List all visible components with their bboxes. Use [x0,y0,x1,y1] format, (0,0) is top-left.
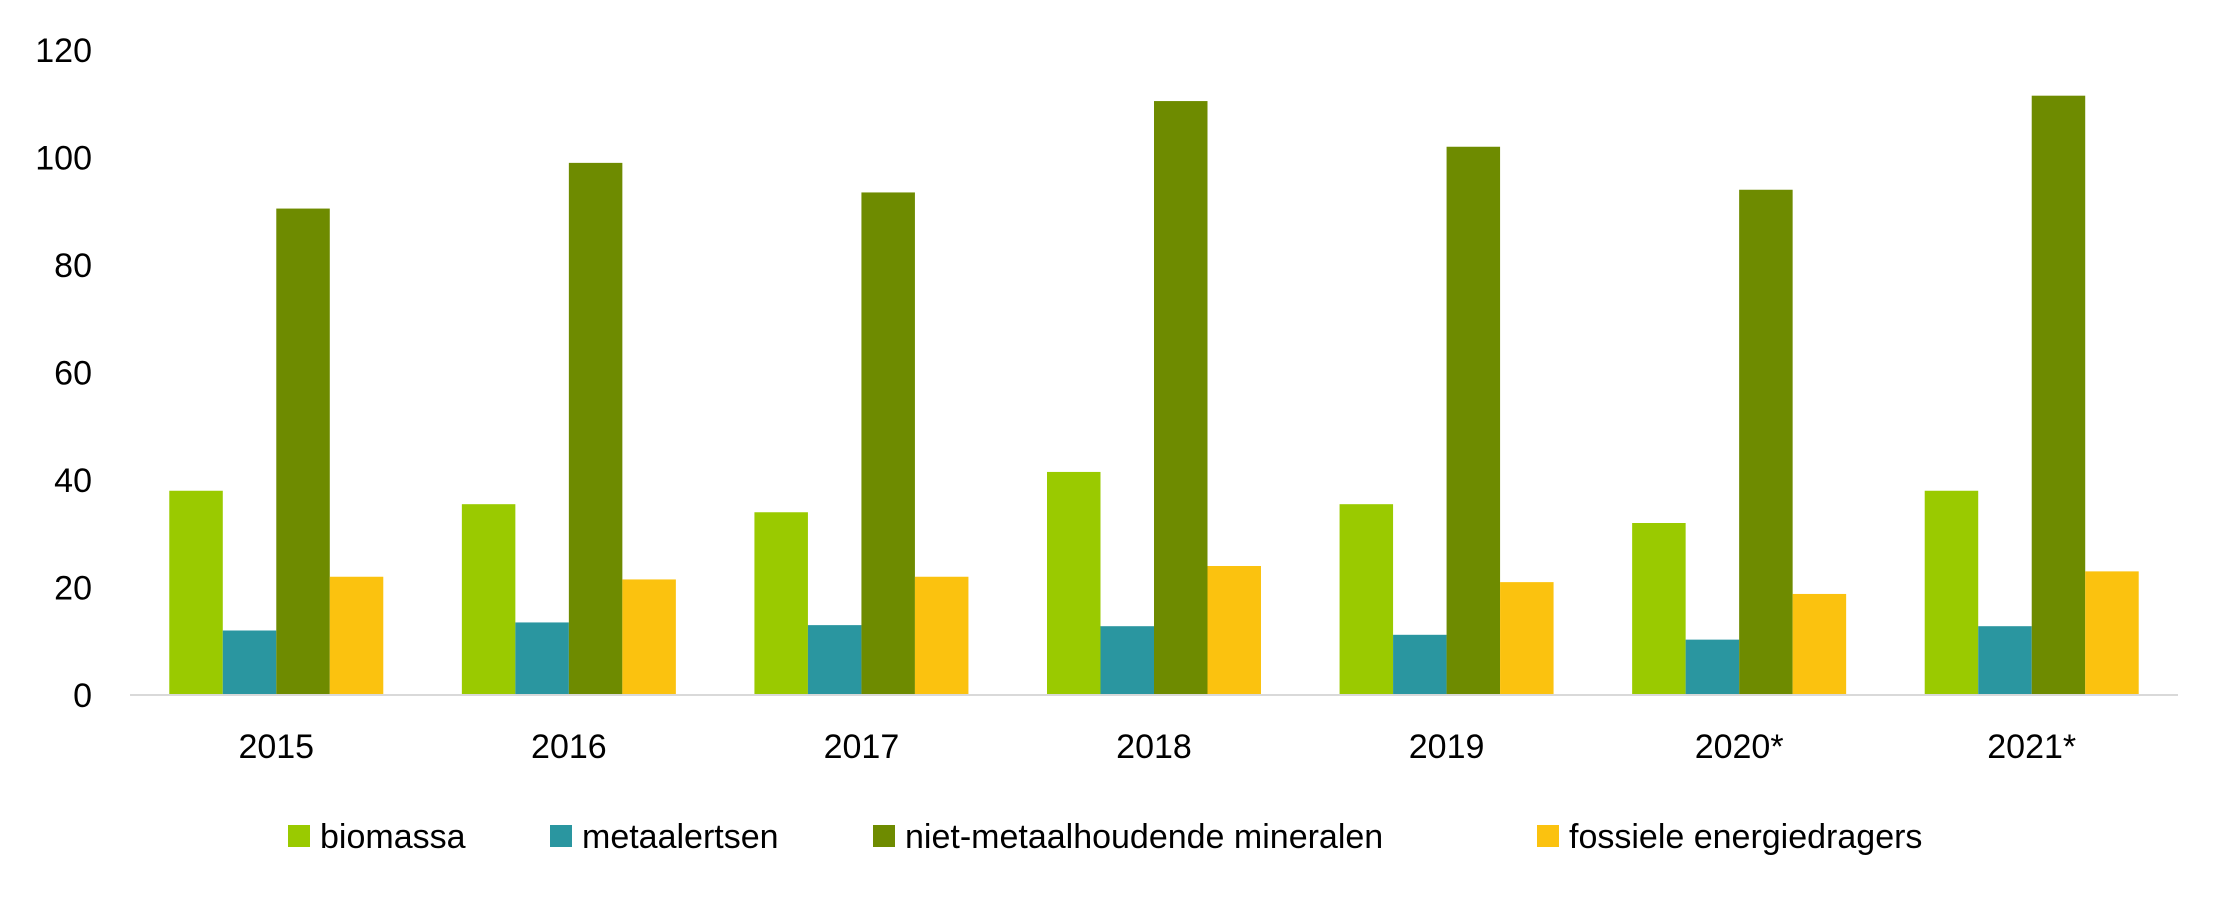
bar-fossiele-energiedragers-2016 [622,579,676,695]
bar-biomassa-2020 [1632,523,1686,695]
legend-label: fossiele energiedragers [1569,818,1922,856]
bar-metaalertsen-2018 [1100,626,1154,695]
y-axis-ticks: 0 20 40 60 80 100 120 [35,32,92,715]
bar-niet-metaalhoudende-mineralen-2017 [861,192,915,695]
bar-niet-metaalhoudende-mineralen-2016 [568,162,623,695]
legend-swatch [1537,825,1559,847]
x-tick-label: 2019 [1409,728,1485,766]
legend-label: metaalertsen [582,818,779,856]
bar-metaalertsen-2015 [222,630,277,695]
y-tick-label: 100 [35,140,92,178]
bar-niet-metaalhoudende-mineralen-2019 [1446,146,1501,695]
y-tick-label: 20 [54,570,92,608]
bar-niet-metaalhoudende-mineralen-2020 [1739,189,1793,695]
bar-biomassa-2016 [461,504,516,695]
legend-swatch [550,825,572,847]
legend-swatch [288,825,310,847]
bar-fossiele-energiedragers-2020 [1792,593,1847,695]
x-tick-label: 2016 [531,728,607,766]
x-tick-label: 2018 [1116,728,1192,766]
legend: biomassa metaalertsen niet-metaalhoudende … [288,818,1922,856]
y-tick-label: 0 [73,677,92,715]
y-tick-label: 40 [54,462,92,500]
x-tick-label: 2015 [238,728,314,766]
y-tick-label: 120 [35,32,92,70]
bar-metaalertsen-2017 [807,625,862,695]
bar-biomassa-2018 [1047,471,1101,695]
bar-fossiele-energiedragers-2019 [1500,582,1554,695]
x-tick-label: 2021* [1987,728,2076,766]
bar-metaalertsen-2016 [515,622,569,695]
bar-fossiele-energiedragers-2015 [329,576,384,695]
legend-label: niet-metaalhoudende mineralen [905,818,1383,856]
bar-niet-metaalhoudende-mineralen-2021 [2031,95,2086,695]
x-tick-label: 2017 [824,728,900,766]
legend-label: biomassa [320,818,466,856]
bar-niet-metaalhoudende-mineralen-2018 [1154,101,1208,695]
bars [169,95,2139,695]
bar-fossiele-energiedragers-2018 [1207,566,1261,695]
bar-biomassa-2019 [1339,504,1394,695]
bar-metaalertsen-2020 [1685,639,1740,695]
y-tick-label: 80 [54,247,92,285]
bar-metaalertsen-2021 [1978,626,2032,695]
bar-biomassa-2021 [1924,490,1979,695]
bar-niet-metaalhoudende-mineralen-2015 [276,208,330,695]
x-axis-ticks: 2015 2016 2017 2018 2019 2020* 2021* [238,728,2076,766]
x-tick-label: 2020* [1695,728,1784,766]
bar-metaalertsen-2019 [1393,634,1447,695]
bar-fossiele-energiedragers-2017 [914,576,969,695]
bar-biomassa-2015 [169,490,223,695]
legend-swatch [873,825,895,847]
bar-biomassa-2017 [754,512,808,695]
bar-fossiele-energiedragers-2021 [2085,571,2139,695]
y-tick-label: 60 [54,355,92,393]
